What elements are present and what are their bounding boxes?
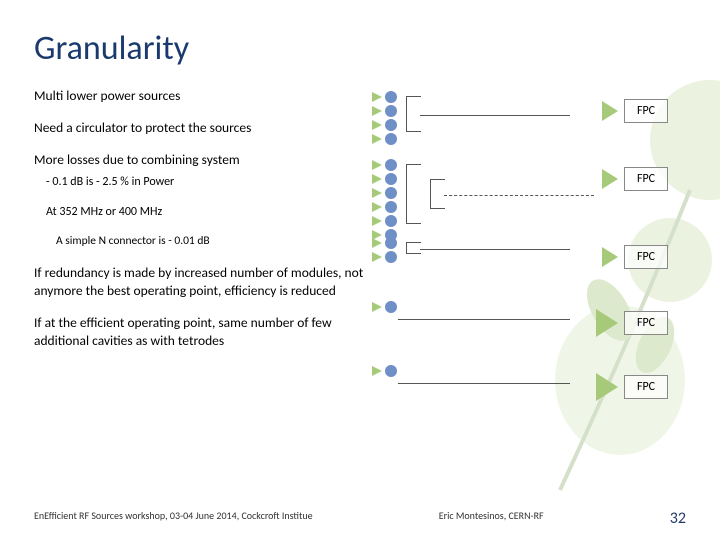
circulator-icon [385,159,397,171]
bullet-1: Multi lower power sources [34,87,364,105]
feed-line [420,115,570,116]
source-amp-icon [372,120,382,130]
bullet-5: If at the efficient operating point, sam… [34,314,364,350]
circulator-icon [385,105,397,117]
slide-title: Granularity [34,28,686,69]
feed-line [420,249,570,250]
circulator-icon [385,91,397,103]
source-amp-icon [372,238,382,248]
circulator-icon [385,251,397,263]
source-amp-icon [372,174,382,184]
source-line [372,301,397,313]
fpc-box: FPC [624,311,668,335]
bullet-3-sub3: A simple N connector is - 0.01 dB [34,234,364,250]
combiner-bracket [406,242,407,254]
source-amp-icon [372,160,382,170]
fpc-box: FPC [624,99,668,123]
fpc-row-0: FPC [602,99,668,123]
source-line [372,251,397,263]
source-line [372,159,397,171]
source-line [372,119,397,131]
amplifier-icon [602,247,618,267]
source-group-1 [372,159,397,243]
fpc-row-1: FPC [602,167,668,191]
feed-line [444,195,594,196]
circulator-icon [385,237,397,249]
amplifier-icon [596,373,618,401]
circulator-icon [385,187,397,199]
bullet-3-sub2: At 352 MHz or 400 MHz [34,204,364,220]
combiner-bracket [406,164,407,224]
bullet-4: If redundancy is made by increased numbe… [34,264,364,300]
source-line [372,105,397,117]
text-column: Multi lower power sources Need a circula… [34,87,364,364]
circulator-icon [385,119,397,131]
fpc-row-2: FPC [602,245,668,269]
circulator-icon [385,215,397,227]
source-line [372,215,397,227]
bullet-3: More losses due to combining system [34,151,364,169]
source-line [372,91,397,103]
combiner-bracket-2 [430,179,431,209]
fpc-row-3: FPC [596,309,668,337]
source-line [372,237,397,249]
source-group-0 [372,91,397,147]
circulator-icon [385,133,397,145]
circulator-icon [385,201,397,213]
source-amp-icon [372,202,382,212]
page-number: 32 [670,509,686,528]
amplifier-icon [602,101,618,121]
source-line [372,365,397,377]
amplifier-icon [596,309,618,337]
circulator-icon [385,365,397,377]
fpc-box: FPC [624,245,668,269]
circulator-icon [385,173,397,185]
bullet-2: Need a circulator to protect the sources [34,119,364,137]
source-group-3 [372,301,397,315]
feed-line [398,319,570,320]
source-amp-icon [372,302,382,312]
source-amp-icon [372,92,382,102]
fpc-box: FPC [624,167,668,191]
source-amp-icon [372,252,382,262]
source-group-2 [372,237,397,265]
fpc-row-4: FPC [596,373,668,401]
source-line [372,187,397,199]
diagram-area: FPCFPCFPCFPCFPC [372,87,686,364]
source-line [372,173,397,185]
combiner-bracket [406,96,407,132]
circulator-icon [385,301,397,313]
source-amp-icon [372,366,382,376]
feed-line [398,383,570,384]
source-group-4 [372,365,397,379]
source-amp-icon [372,216,382,226]
bullet-3-sub1: - 0.1 dB is - 2.5 % in Power [34,174,364,190]
source-amp-icon [372,134,382,144]
source-line [372,201,397,213]
amplifier-icon [602,169,618,189]
source-amp-icon [372,106,382,116]
footer-right: Eric Montesinos, CERN-RF [439,509,544,528]
source-line [372,133,397,145]
footer-left: EnEfficient RF Sources workshop, 03-04 J… [34,509,313,528]
source-amp-icon [372,188,382,198]
fpc-box: FPC [624,375,668,399]
